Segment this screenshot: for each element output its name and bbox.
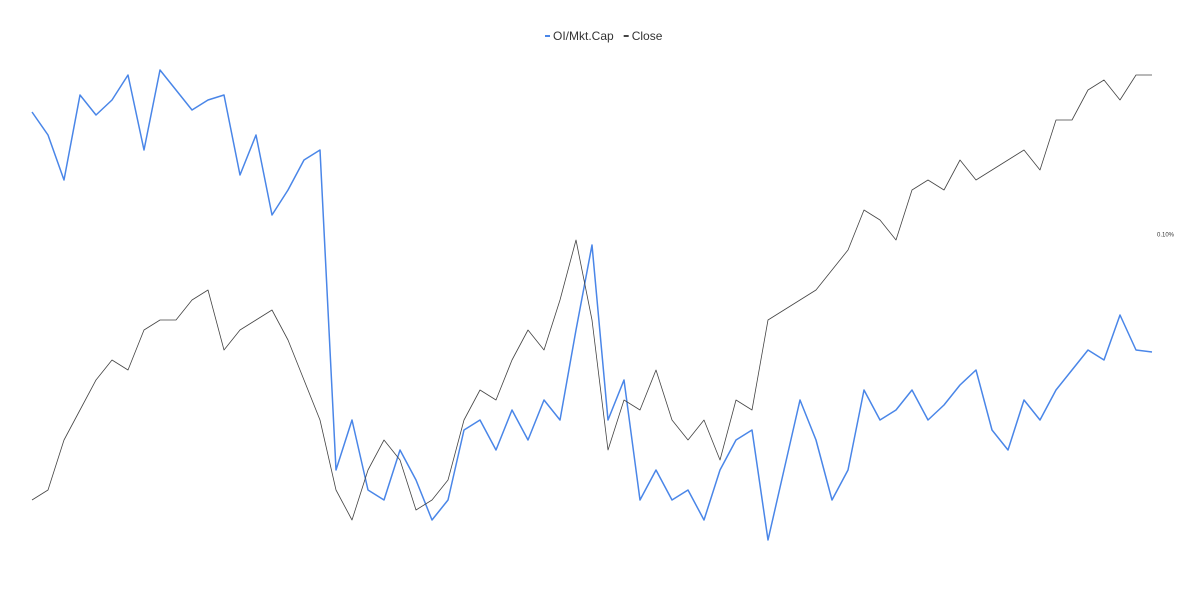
- y2-tick-label: 0.10%: [1157, 233, 1175, 239]
- legend-label: OI/Mkt.Cap: [553, 29, 614, 43]
- legend-swatch: [545, 35, 550, 37]
- series-line: [31, 74, 1152, 521]
- legend: OI/Mkt.Cap Close: [545, 29, 663, 43]
- legend-label: Close: [632, 29, 663, 43]
- legend-swatch: [623, 35, 629, 37]
- series-line: [31, 69, 1153, 541]
